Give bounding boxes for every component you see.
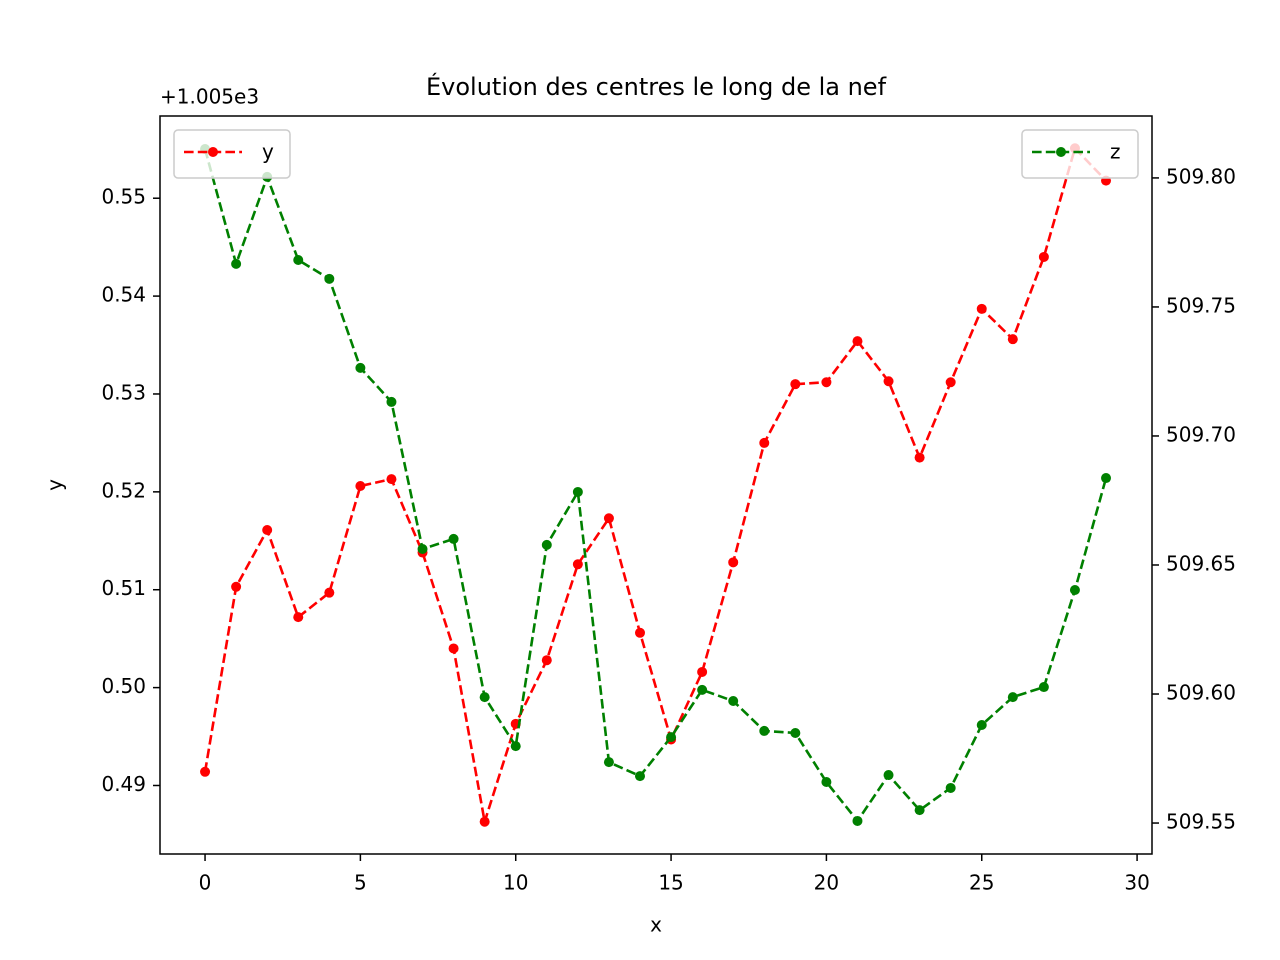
data-point (976, 719, 987, 730)
data-point (914, 452, 925, 463)
data-point (355, 362, 366, 373)
x-tick-label: 25 (969, 871, 994, 895)
data-point (448, 533, 459, 544)
data-point (790, 379, 801, 390)
data-point (790, 727, 801, 738)
series-line (203, 148, 1108, 824)
y-axis-label: y (43, 479, 67, 491)
data-point (759, 725, 770, 736)
data-point (386, 474, 397, 485)
legend-box (173, 129, 291, 179)
data-point (1101, 473, 1112, 484)
data-point (541, 539, 552, 550)
plot-frame (159, 115, 1153, 855)
data-point (945, 377, 956, 388)
x-tick-label: 5 (354, 871, 367, 895)
y2-tick-label: 509.75 (1166, 293, 1236, 317)
data-point (572, 486, 583, 497)
data-point (1007, 334, 1018, 345)
y2-tick-label: 509.55 (1166, 810, 1236, 834)
data-point (883, 376, 894, 387)
data-point (448, 643, 459, 654)
legend-label: y (262, 140, 274, 164)
x-tick-label: 20 (814, 871, 839, 895)
y-tick-label: 0.52 (101, 478, 146, 502)
data-point (231, 581, 242, 592)
data-point (759, 437, 770, 448)
y-offset-label: +1.005e3 (160, 85, 259, 109)
x-tick-label: 0 (199, 871, 212, 895)
legend-label: z (1110, 140, 1121, 164)
data-point (666, 732, 677, 743)
x-tick-label: 15 (658, 871, 683, 895)
data-point (852, 815, 863, 826)
data-point (324, 273, 335, 284)
data-point (852, 336, 863, 347)
data-point (510, 741, 521, 752)
chart-title: Évolution des centres le long de la nef (426, 72, 887, 101)
series-line (203, 145, 1107, 823)
y-tick-label: 0.49 (101, 772, 146, 796)
legend-marker (1056, 147, 1066, 157)
data-point (976, 303, 987, 314)
data-point (635, 627, 645, 638)
y-tick-label: 0.50 (101, 674, 146, 698)
data-point (417, 543, 428, 554)
data-point (697, 666, 708, 677)
x-tick-label: 30 (1124, 871, 1149, 895)
x-tick-label: 10 (503, 871, 528, 895)
data-point (1038, 251, 1049, 262)
data-point (262, 525, 273, 536)
y-tick-label: 0.51 (101, 576, 146, 600)
data-point (945, 782, 956, 793)
y-tick-label: 0.55 (101, 185, 146, 209)
data-point (479, 692, 490, 703)
data-point (1069, 585, 1080, 596)
data-point (603, 513, 614, 524)
data-point (914, 805, 925, 816)
x-axis-label: x (650, 913, 662, 937)
data-point (728, 695, 739, 706)
data-point (821, 777, 832, 788)
legend-marker (208, 147, 218, 157)
y2-tick-label: 509.65 (1166, 551, 1236, 575)
data-point (200, 766, 211, 777)
data-point (386, 396, 397, 407)
data-point (541, 655, 552, 666)
data-point (821, 377, 832, 388)
data-point (635, 771, 645, 782)
data-point (728, 557, 739, 568)
data-point (355, 480, 366, 491)
data-point (1038, 682, 1049, 693)
data-point (572, 559, 583, 570)
data-point (293, 254, 304, 265)
data-point (324, 587, 335, 598)
y2-tick-label: 509.80 (1166, 164, 1236, 188)
data-point (883, 770, 894, 781)
legend-box (1021, 129, 1139, 179)
data-point (1007, 692, 1018, 703)
y-tick-label: 0.54 (101, 283, 146, 307)
y2-tick-label: 509.60 (1166, 681, 1236, 705)
y-tick-label: 0.53 (101, 380, 146, 404)
data-point (603, 757, 614, 768)
data-point (231, 258, 242, 269)
y2-tick-label: 509.70 (1166, 422, 1236, 446)
data-point (697, 684, 708, 695)
data-point (293, 612, 304, 623)
data-point (479, 816, 490, 827)
